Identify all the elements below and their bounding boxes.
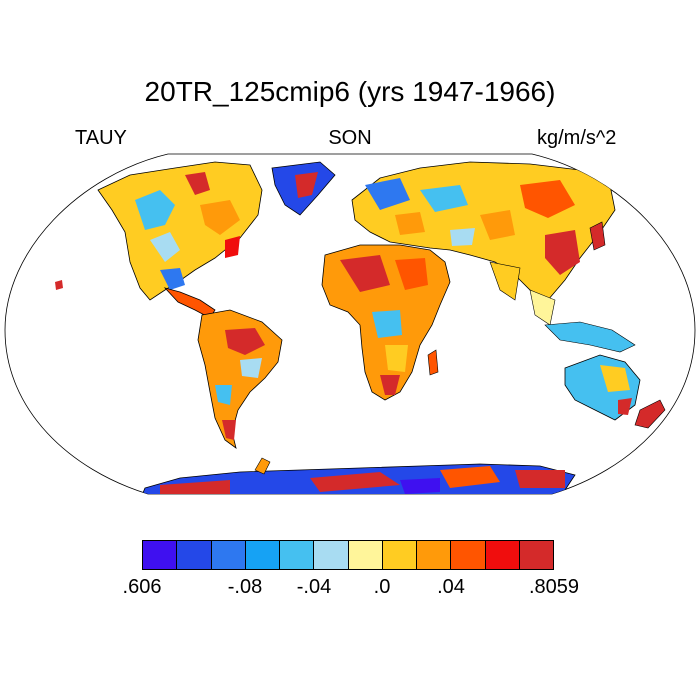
colorbar-tick-label: .606 <box>122 576 162 598</box>
colorbar-tick-label: .0 <box>373 576 391 598</box>
colorbar-box <box>417 541 452 569</box>
colorbar-box <box>485 541 520 569</box>
colorbar-tick-label: .8059 <box>528 576 580 598</box>
colorbar-tick-label: -.08 <box>227 576 263 598</box>
variable-label: TAUY <box>75 127 127 149</box>
colorbar <box>142 540 554 570</box>
colorbar-tick-label: -.04 <box>296 576 332 598</box>
colorbar-box <box>177 541 212 569</box>
colorbar-box <box>245 541 280 569</box>
colorbar-box <box>211 541 246 569</box>
colorbar-box <box>314 541 349 569</box>
colorbar-box <box>348 541 383 569</box>
colorbar-tick-label: .04 <box>437 576 465 598</box>
colorbar-box <box>451 541 486 569</box>
colorbar-box <box>280 541 315 569</box>
season-label: SON <box>328 127 372 149</box>
units-label: kg/m/s^2 <box>537 127 617 149</box>
landmass-north-america <box>97 161 263 301</box>
colorbar-box <box>519 541 553 569</box>
colorbar-box <box>143 541 178 569</box>
plot-title: 20TR_125cmip6 (yrs 1947-1966) <box>144 76 556 107</box>
colorbar-box <box>382 541 417 569</box>
